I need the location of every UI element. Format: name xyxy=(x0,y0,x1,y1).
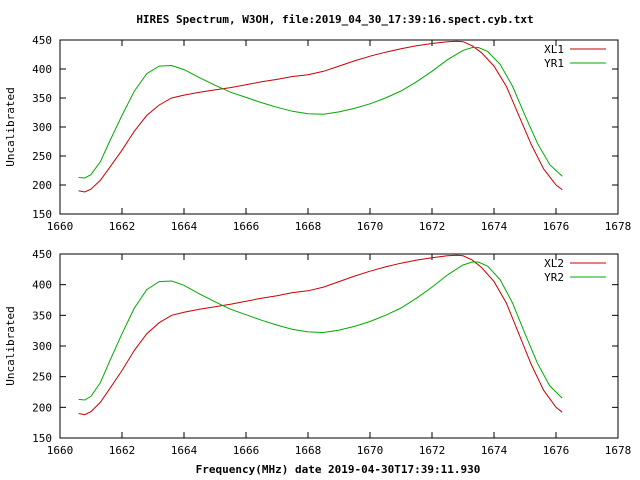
chart-title: HIRES Spectrum, W3OH, file:2019_04_30_17… xyxy=(136,13,533,26)
y-tick-label: 250 xyxy=(32,150,52,163)
y-tick-label: 150 xyxy=(32,208,52,221)
y-axis-label: Uncalibrated xyxy=(4,87,17,166)
legend-label: YR1 xyxy=(544,57,564,70)
series-line-xl1 xyxy=(78,40,563,193)
x-tick-label: 1668 xyxy=(295,444,322,457)
legend-label: XL2 xyxy=(544,257,564,270)
y-tick-label: 200 xyxy=(32,401,52,414)
y-tick-label: 200 xyxy=(32,179,52,192)
x-tick-label: 1674 xyxy=(481,444,508,457)
x-tick-label: 1670 xyxy=(357,444,384,457)
y-tick-label: 250 xyxy=(32,371,52,384)
y-tick-label: 300 xyxy=(32,121,52,134)
y-tick-label: 150 xyxy=(32,432,52,445)
x-tick-label: 1676 xyxy=(543,444,570,457)
y-tick-label: 350 xyxy=(32,92,52,105)
y-tick-label: 450 xyxy=(32,248,52,261)
top-panel: 150 200 250 300 350 400 450 1660 1662 1664 1666 166… xyxy=(4,34,631,233)
x-tick-label: 1672 xyxy=(419,220,446,233)
x-tick-label: 1670 xyxy=(357,220,384,233)
x-tick-label: 1678 xyxy=(605,220,632,233)
x-tick-label: 1664 xyxy=(171,220,198,233)
series-line-yr1 xyxy=(78,47,563,179)
legend-label: YR2 xyxy=(544,271,564,284)
y-axis-label: Uncalibrated xyxy=(4,306,17,385)
y-tick-label: 450 xyxy=(32,34,52,47)
legend-label: XL1 xyxy=(544,43,564,56)
x-axis-label: Frequency(MHz) date 2019-04-30T17:39:11.… xyxy=(196,463,481,476)
x-tick-label: 1672 xyxy=(419,444,446,457)
x-tick-label: 1664 xyxy=(171,444,198,457)
y-tick-label: 350 xyxy=(32,309,52,322)
x-tick-label: 1666 xyxy=(233,220,260,233)
y-tick-label: 300 xyxy=(32,340,52,353)
y-tick-label: 400 xyxy=(32,279,52,292)
x-tick-label: 1666 xyxy=(233,444,260,457)
x-tick-label: 1678 xyxy=(605,444,632,457)
x-tick-label: 1662 xyxy=(109,444,136,457)
y-tick-label: 400 xyxy=(32,63,52,76)
x-tick-label: 1662 xyxy=(109,220,136,233)
x-tick-label: 1668 xyxy=(295,220,322,233)
x-tick-label: 1676 xyxy=(543,220,570,233)
series-line-xl2 xyxy=(78,254,563,416)
x-tick-label: 1660 xyxy=(47,220,74,233)
x-tick-label: 1660 xyxy=(47,444,74,457)
x-tick-label: 1674 xyxy=(481,220,508,233)
bottom-panel: 150 200 250 300 350 400 450 1660 1662 1664 1666 166… xyxy=(4,248,631,457)
series-line-yr2 xyxy=(78,261,563,401)
